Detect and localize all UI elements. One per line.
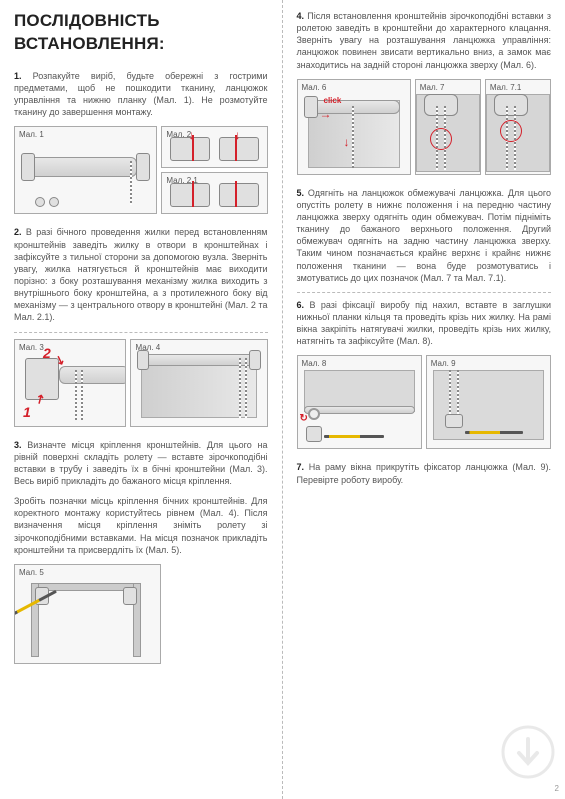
dash-divider-right [297,292,552,293]
para-5: 5. Одягніть на ланцюжок обмежувачі ланцю… [297,187,552,284]
para-3: 3. Визначте місця кріплення кронштейнів.… [14,439,268,488]
watermark-icon [501,725,555,779]
para-4: 4. Після встановлення кронштейнів зірочк… [297,10,552,71]
fig-7-label: Мал. 7 [420,83,445,94]
fig-7-1-label: Мал. 7.1 [490,83,521,94]
fig-8: Мал. 8 ↻ [297,355,422,449]
fig-5-illustration [15,565,160,663]
para-4-num: 4. [297,11,305,21]
fig-9-label: Мал. 9 [431,359,456,370]
para-3-text: Визначте місця кріплення кронштейнів. Дл… [14,440,268,486]
para-6-text: В разі фіксації виробу під нахил, вставт… [297,300,552,346]
fig-row-5: Мал. 8 ↻ Мал. 9 [297,355,552,449]
fig-6: Мал. 6 click → ↓ [297,79,411,175]
fig-row-4: Мал. 6 click → ↓ Мал. 7 [297,79,552,175]
fig-1-label: Мал. 1 [19,130,44,141]
fig-2-stack: Мал. 2 ↓ ↓ Мал. 2.1 [161,126,267,214]
fig-4: Мал. 4 [130,339,267,427]
para-6: 6. В разі фіксації виробу під нахил, вст… [297,299,552,348]
para-4-text: Після встановлення кронштейнів зірочкопо… [297,11,552,70]
para-7-text: На раму вікна прикрутіть фіксатор ланцюж… [297,462,552,484]
fig-7-1: Мал. 7.1 [485,79,551,175]
page-number: 2 [555,784,559,795]
fig-6-illustration: click → ↓ [298,80,410,174]
fig-9-illustration [427,356,550,448]
para-6-num: 6. [297,300,305,310]
fig-3-label: Мал. 3 [19,343,44,354]
para-3b: Зробіть позначки місць кріплення бічних … [14,495,268,556]
fig-2: Мал. 2 ↓ ↓ [161,126,267,168]
fig-row-3: Мал. 5 [14,564,268,664]
fig-8-label: Мал. 8 [302,359,327,370]
fig-row-1: Мал. 1 Мал. 2 ↓ [14,126,268,214]
fig-7: Мал. 7 [415,79,481,175]
fig-7-illustration [416,80,480,174]
fig-2-label: Мал. 2 [166,130,191,141]
para-7: 7. На раму вікна прикрутіть фіксатор лан… [297,461,552,485]
para-7-num: 7. [297,462,305,472]
fig-5-label: Мал. 5 [19,568,44,579]
para-5-num: 5. [297,188,305,198]
fig-6-label: Мал. 6 [302,83,327,94]
para-2: 2. В разі бічного проведення жилки перед… [14,226,268,323]
fig-1: Мал. 1 [14,126,157,214]
fig-row-2: Мал. 3 1 2 ↗ ↘ Мал. 4 [14,339,268,427]
fig-5: Мал. 5 [14,564,161,664]
fig-3-num-2: 2 [43,344,51,363]
dash-divider-left [14,332,268,333]
para-1-num: 1. [14,71,22,81]
fig-2-1: Мал. 2.1 [161,172,267,214]
page-title: ПОСЛІДОВНІСТЬ ВСТАНОВЛЕННЯ: [14,10,268,56]
fig-3: Мал. 3 1 2 ↗ ↘ [14,339,126,427]
left-column: ПОСЛІДОВНІСТЬ ВСТАНОВЛЕННЯ: 1. Розпакуйт… [0,0,283,799]
para-3-num: 3. [14,440,22,450]
para-2-text: В разі бічного проведення жилки перед вс… [14,227,268,322]
para-2-num: 2. [14,227,22,237]
fig-2-1-label: Мал. 2.1 [166,176,197,187]
para-5-text: Одягніть на ланцюжок обмежувачі ланцюжка… [297,188,552,283]
fig-8-illustration: ↻ [298,356,421,448]
fig-3-num-1: 1 [23,403,31,422]
fig-9: Мал. 9 [426,355,551,449]
page: ПОСЛІДОВНІСТЬ ВСТАНОВЛЕННЯ: 1. Розпакуйт… [0,0,565,799]
fig-4-label: Мал. 4 [135,343,160,354]
para-1: 1. Розпакуйте виріб, будьте обережні з г… [14,70,268,119]
para-1-text: Розпакуйте виріб, будьте обережні з гост… [14,71,268,117]
fig-7-1-illustration [486,80,550,174]
right-column: 4. Після встановлення кронштейнів зірочк… [283,0,565,799]
